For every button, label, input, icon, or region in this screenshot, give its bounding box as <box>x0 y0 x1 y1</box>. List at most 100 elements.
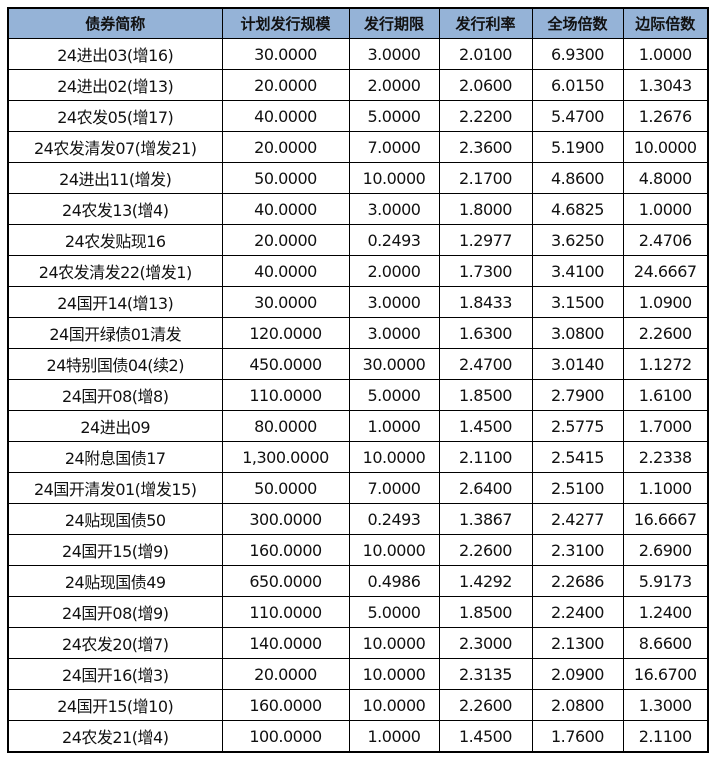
cell-planned-size: 120.0000 <box>221 317 350 349</box>
cell-overall-multiple: 2.0800 <box>531 689 624 721</box>
cell-rate: 1.4500 <box>438 410 533 442</box>
table-header: 债券简称 计划发行规模 发行期限 发行利率 全场倍数 边际倍数 <box>7 7 709 39</box>
cell-bond-name: 24特别国债04(续2) <box>7 348 223 380</box>
table-row: 24特别国债04(续2) 450.0000 30.0000 2.4700 3.0140 1… <box>7 348 709 380</box>
cell-rate: 2.1700 <box>438 162 533 194</box>
table-row: 24国开15(增10) 160.0000 10.0000 2.2600 2.0800 1.… <box>7 689 709 721</box>
cell-overall-multiple: 4.6825 <box>531 193 624 225</box>
table-row: 24农发清发22(增发1) 40.0000 2.0000 1.7300 3.4100 24… <box>7 255 709 287</box>
cell-bond-name: 24国开清发01(增发15) <box>7 472 223 504</box>
cell-term: 10.0000 <box>348 658 440 690</box>
cell-marginal-multiple: 2.2600 <box>622 317 709 349</box>
table-row: 24附息国债17 1,300.0000 10.0000 2.1100 2.5415 2.2… <box>7 441 709 473</box>
cell-rate: 1.8500 <box>438 596 533 628</box>
cell-marginal-multiple: 5.9173 <box>622 565 709 597</box>
cell-planned-size: 140.0000 <box>221 627 350 659</box>
cell-planned-size: 20.0000 <box>221 224 350 256</box>
cell-bond-name: 24附息国债17 <box>7 441 223 473</box>
table-row: 24贴现国债50 300.0000 0.2493 1.3867 2.4277 16.666… <box>7 503 709 535</box>
cell-marginal-multiple: 1.2400 <box>622 596 709 628</box>
cell-rate: 2.4700 <box>438 348 533 380</box>
cell-bond-name: 24农发20(增7) <box>7 627 223 659</box>
cell-rate: 1.8000 <box>438 193 533 225</box>
cell-overall-multiple: 2.5100 <box>531 472 624 504</box>
header-planned-size: 计划发行规模 <box>221 7 350 39</box>
table-row: 24国开08(增9) 110.0000 5.0000 1.8500 2.2400 1.24… <box>7 596 709 628</box>
cell-rate: 2.2600 <box>438 689 533 721</box>
cell-bond-name: 24国开16(增3) <box>7 658 223 690</box>
cell-term: 3.0000 <box>348 193 440 225</box>
cell-overall-multiple: 2.7900 <box>531 379 624 411</box>
cell-bond-name: 24进出11(增发) <box>7 162 223 194</box>
cell-term: 2.0000 <box>348 255 440 287</box>
cell-term: 10.0000 <box>348 162 440 194</box>
cell-marginal-multiple: 1.3043 <box>622 69 709 101</box>
cell-planned-size: 40.0000 <box>221 193 350 225</box>
table-row: 24农发贴现16 20.0000 0.2493 1.2977 3.6250 2.4706 <box>7 224 709 256</box>
cell-marginal-multiple: 1.0900 <box>622 286 709 318</box>
cell-rate: 1.8433 <box>438 286 533 318</box>
cell-overall-multiple: 3.4100 <box>531 255 624 287</box>
cell-rate: 2.3135 <box>438 658 533 690</box>
cell-bond-name: 24国开15(增10) <box>7 689 223 721</box>
cell-rate: 2.6400 <box>438 472 533 504</box>
cell-marginal-multiple: 1.3000 <box>622 689 709 721</box>
cell-overall-multiple: 5.4700 <box>531 100 624 132</box>
table-row: 24贴现国债49 650.0000 0.4986 1.4292 2.2686 5.9173 <box>7 565 709 597</box>
cell-marginal-multiple: 8.6600 <box>622 627 709 659</box>
cell-bond-name: 24进出03(增16) <box>7 38 223 70</box>
cell-rate: 1.4500 <box>438 720 533 753</box>
cell-bond-name: 24国开绿债01清发 <box>7 317 223 349</box>
cell-planned-size: 20.0000 <box>221 131 350 163</box>
cell-overall-multiple: 2.1300 <box>531 627 624 659</box>
cell-rate: 2.2600 <box>438 534 533 566</box>
table-body: 24进出03(增16) 30.0000 3.0000 2.0100 6.9300 1.00… <box>7 38 709 753</box>
cell-overall-multiple: 5.1900 <box>531 131 624 163</box>
table-row: 24国开08(增8) 110.0000 5.0000 1.8500 2.7900 1.61… <box>7 379 709 411</box>
cell-bond-name: 24贴现国债50 <box>7 503 223 535</box>
bond-issuance-table: 债券简称 计划发行规模 发行期限 发行利率 全场倍数 边际倍数 24进出03(增… <box>7 7 709 753</box>
cell-bond-name: 24农发贴现16 <box>7 224 223 256</box>
table-row: 24进出09 80.0000 1.0000 1.4500 2.5775 1.7000 <box>7 410 709 442</box>
cell-rate: 2.0100 <box>438 38 533 70</box>
cell-term: 10.0000 <box>348 441 440 473</box>
cell-bond-name: 24农发13(增4) <box>7 193 223 225</box>
cell-planned-size: 80.0000 <box>221 410 350 442</box>
table-row: 24进出11(增发) 50.0000 10.0000 2.1700 4.8600 4.80… <box>7 162 709 194</box>
cell-marginal-multiple: 2.4706 <box>622 224 709 256</box>
cell-bond-name: 24农发21(增4) <box>7 720 223 753</box>
cell-planned-size: 40.0000 <box>221 255 350 287</box>
cell-overall-multiple: 3.1500 <box>531 286 624 318</box>
cell-rate: 1.6300 <box>438 317 533 349</box>
cell-term: 5.0000 <box>348 100 440 132</box>
cell-rate: 2.0600 <box>438 69 533 101</box>
cell-overall-multiple: 1.7600 <box>531 720 624 753</box>
cell-overall-multiple: 2.2686 <box>531 565 624 597</box>
cell-bond-name: 24贴现国债49 <box>7 565 223 597</box>
cell-term: 7.0000 <box>348 131 440 163</box>
table-row: 24农发21(增4) 100.0000 1.0000 1.4500 1.7600 2.11… <box>7 720 709 753</box>
cell-marginal-multiple: 1.0000 <box>622 38 709 70</box>
table-row: 24农发清发07(增发21) 20.0000 7.0000 2.3600 5.1900 1… <box>7 131 709 163</box>
cell-term: 2.0000 <box>348 69 440 101</box>
cell-planned-size: 50.0000 <box>221 162 350 194</box>
cell-planned-size: 160.0000 <box>221 689 350 721</box>
cell-bond-name: 24国开14(增13) <box>7 286 223 318</box>
cell-overall-multiple: 6.9300 <box>531 38 624 70</box>
cell-rate: 2.2200 <box>438 100 533 132</box>
cell-rate: 1.2977 <box>438 224 533 256</box>
cell-planned-size: 30.0000 <box>221 286 350 318</box>
cell-term: 3.0000 <box>348 317 440 349</box>
cell-term: 0.2493 <box>348 224 440 256</box>
cell-planned-size: 450.0000 <box>221 348 350 380</box>
cell-term: 10.0000 <box>348 627 440 659</box>
cell-term: 7.0000 <box>348 472 440 504</box>
cell-marginal-multiple: 2.6900 <box>622 534 709 566</box>
cell-overall-multiple: 2.3100 <box>531 534 624 566</box>
cell-planned-size: 650.0000 <box>221 565 350 597</box>
table-row: 24国开16(增3) 20.0000 10.0000 2.3135 2.0900 16.6… <box>7 658 709 690</box>
header-overall-multiple: 全场倍数 <box>531 7 624 39</box>
cell-term: 10.0000 <box>348 534 440 566</box>
cell-rate: 2.3600 <box>438 131 533 163</box>
cell-marginal-multiple: 1.6100 <box>622 379 709 411</box>
